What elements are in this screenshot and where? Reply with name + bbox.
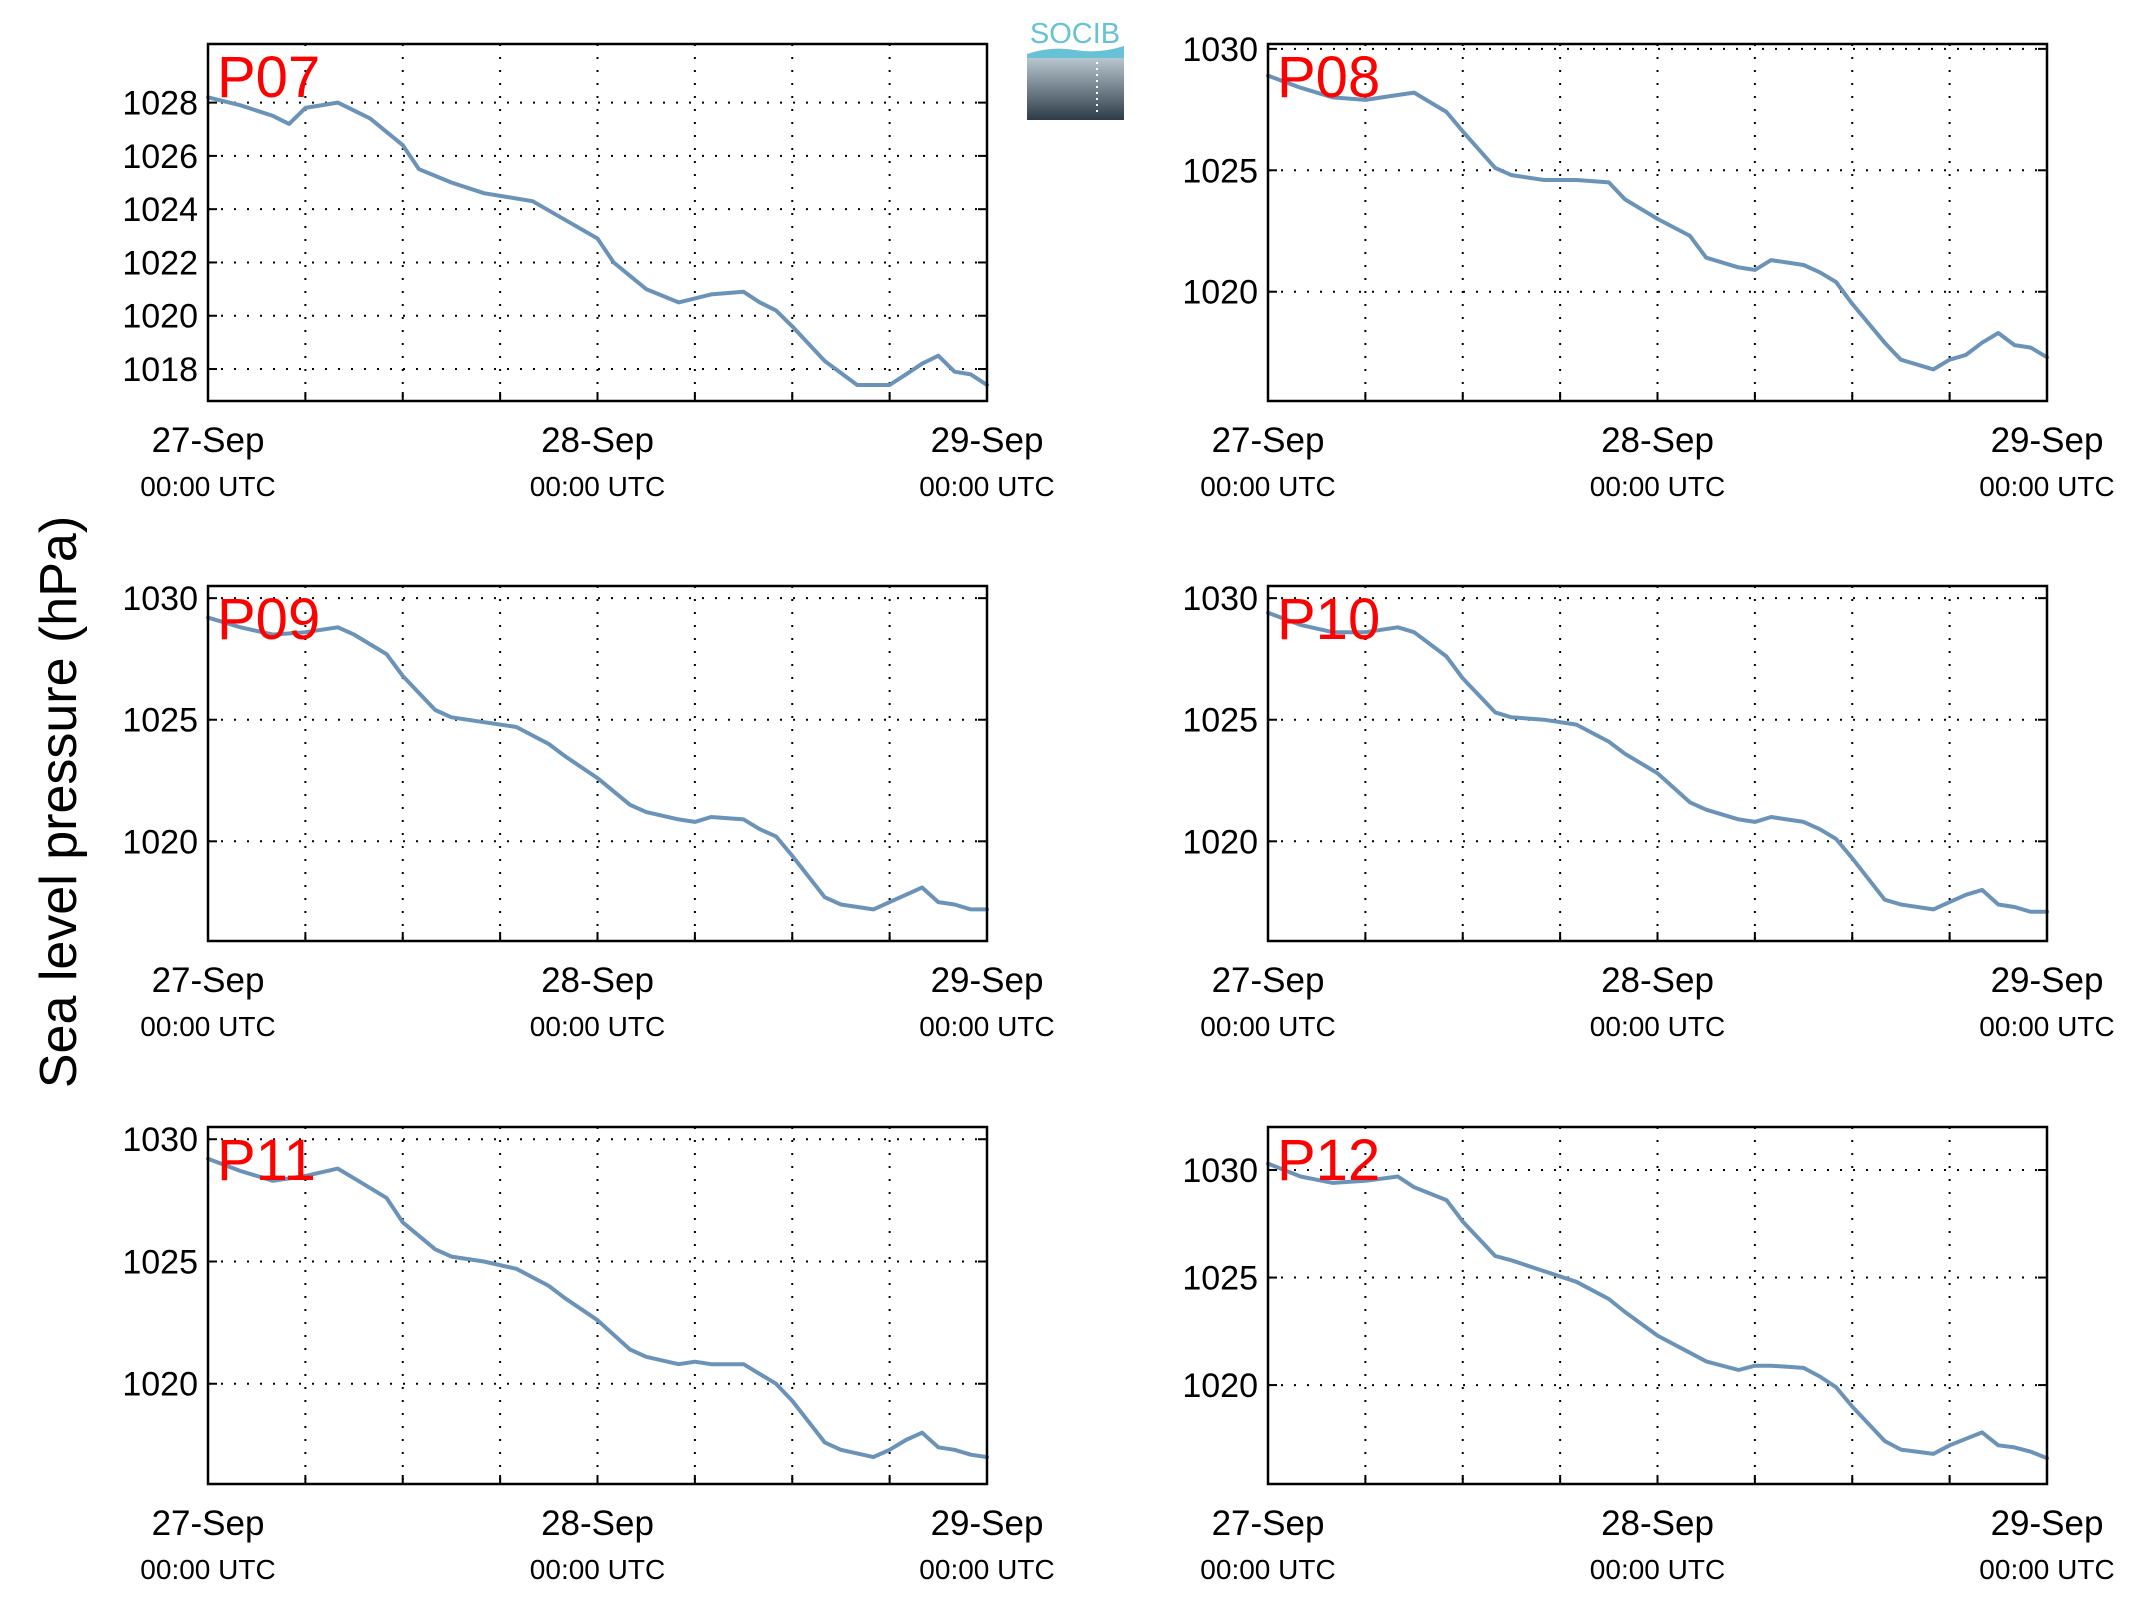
panel-p08: 1020 1025 1030 27-Sep 00:00 UTC 28-Sep 00:00 U… xyxy=(1182,31,2114,502)
x-tick-label-date: 27-Sep xyxy=(152,1504,265,1543)
y-tick-label: 1020 xyxy=(1182,274,1258,312)
series-line xyxy=(1266,610,2049,914)
x-tick-label-time: 00:00 UTC xyxy=(530,1554,665,1585)
x-tick-label-time: 00:00 UTC xyxy=(140,1011,275,1042)
panel-p12: 1020 1025 1030 27-Sep 00:00 UTC 28-Sep 00:00 U… xyxy=(1182,1125,2115,1585)
x-tick-label-time: 00:00 UTC xyxy=(1979,1554,2114,1585)
x-tick-label-time: 00:00 UTC xyxy=(1200,1554,1335,1585)
logo-wave xyxy=(1027,46,1124,58)
plot-frame xyxy=(206,1125,989,1486)
x-tick-label-date: 29-Sep xyxy=(1991,421,2104,460)
x-tick-label-date: 28-Sep xyxy=(1601,961,1714,1000)
panel-title: P12 xyxy=(1277,1128,1380,1193)
series-line xyxy=(1266,73,2049,372)
y-tick-label: 1030 xyxy=(122,580,198,618)
y-tick-label: 1026 xyxy=(122,138,198,176)
x-tick-label-date: 28-Sep xyxy=(541,961,654,1000)
x-tick-label-time: 00:00 UTC xyxy=(530,471,665,502)
y-tick-label: 1020 xyxy=(122,298,198,336)
x-tick-label-time: 00:00 UTC xyxy=(1979,471,2114,502)
plot-frame xyxy=(206,42,989,403)
x-tick-label-date: 29-Sep xyxy=(931,1504,1044,1543)
panel-p07: 1018 1020 1022 1024 1026 1028 27-Sep 00:00 UTC 2… xyxy=(122,42,1055,502)
x-tick-label-time: 00:00 UTC xyxy=(1979,1011,2114,1042)
x-tick-label-date: 27-Sep xyxy=(1212,1504,1325,1543)
socib-logo: SOCIB xyxy=(1027,18,1124,120)
plot-frame xyxy=(1266,1125,2049,1486)
panel-title: P10 xyxy=(1277,587,1380,652)
y-axis-label: Sea level pressure (hPa) xyxy=(30,516,88,1088)
x-tick-label-date: 28-Sep xyxy=(1601,421,1714,460)
x-tick-label-date: 27-Sep xyxy=(152,421,265,460)
y-tick-label: 1025 xyxy=(1182,152,1258,190)
y-tick-label: 1028 xyxy=(122,85,198,123)
x-tick-label-time: 00:00 UTC xyxy=(530,1011,665,1042)
panel-p10: 1020 1025 1030 27-Sep 00:00 UTC 28-Sep 00:00 U… xyxy=(1182,580,2114,1042)
panel-title: P09 xyxy=(217,587,320,652)
y-tick-label: 1020 xyxy=(1182,1367,1258,1405)
x-tick-label-time: 00:00 UTC xyxy=(1590,1011,1725,1042)
x-tick-label-time: 00:00 UTC xyxy=(919,471,1054,502)
plot-frame xyxy=(206,584,989,943)
panel-title: P08 xyxy=(1277,45,1380,110)
y-tick-label: 1030 xyxy=(122,1121,198,1159)
panel-p09: 1020 1025 1030 27-Sep 00:00 UTC 28-Sep 00:00 U… xyxy=(122,580,1054,1042)
x-tick-label-date: 28-Sep xyxy=(541,421,654,460)
y-tick-label: 1024 xyxy=(122,191,198,229)
x-tick-label-time: 00:00 UTC xyxy=(919,1011,1054,1042)
y-tick-label: 1020 xyxy=(122,823,198,861)
y-tick-label: 1018 xyxy=(122,351,198,389)
x-tick-label-date: 29-Sep xyxy=(931,421,1044,460)
x-tick-label-time: 00:00 UTC xyxy=(1200,1011,1335,1042)
series-line xyxy=(1266,1161,2049,1461)
y-tick-label: 1020 xyxy=(1182,823,1258,861)
panel-title: P11 xyxy=(217,1128,316,1193)
x-tick-label-time: 00:00 UTC xyxy=(919,1554,1054,1585)
series-line xyxy=(206,95,989,387)
y-tick-label: 1025 xyxy=(1182,702,1258,740)
y-tick-label: 1030 xyxy=(1182,580,1258,618)
y-tick-label: 1025 xyxy=(122,702,198,740)
x-tick-label-time: 00:00 UTC xyxy=(1590,471,1725,502)
x-tick-label-date: 29-Sep xyxy=(1991,961,2104,1000)
x-tick-label-date: 27-Sep xyxy=(1212,421,1325,460)
x-tick-label-time: 00:00 UTC xyxy=(140,1554,275,1585)
series-line xyxy=(206,1156,989,1460)
y-tick-label: 1025 xyxy=(1182,1260,1258,1298)
y-tick-label: 1030 xyxy=(1182,1152,1258,1190)
logo-text: SOCIB xyxy=(1030,18,1120,50)
y-tick-label: 1030 xyxy=(1182,31,1258,69)
logo-block xyxy=(1027,58,1124,120)
y-tick-label: 1020 xyxy=(122,1366,198,1404)
y-tick-label: 1022 xyxy=(122,244,198,282)
y-tick-label: 1025 xyxy=(122,1243,198,1281)
x-tick-label-time: 00:00 UTC xyxy=(140,471,275,502)
panel-p11: 1020 1025 1030 27-Sep 00:00 UTC 28-Sep 00:00 U… xyxy=(122,1121,1054,1585)
x-tick-label-date: 29-Sep xyxy=(931,961,1044,1000)
x-tick-label-date: 29-Sep xyxy=(1991,1504,2104,1543)
x-tick-label-date: 28-Sep xyxy=(1601,1504,1714,1543)
x-tick-label-date: 27-Sep xyxy=(1212,961,1325,1000)
series-line xyxy=(206,615,989,912)
plot-frame xyxy=(1266,584,2049,943)
x-tick-label-date: 28-Sep xyxy=(541,1504,654,1543)
panel-title: P07 xyxy=(217,45,320,110)
x-tick-label-time: 00:00 UTC xyxy=(1590,1554,1725,1585)
plot-frame xyxy=(1266,42,2049,403)
x-tick-label-time: 00:00 UTC xyxy=(1200,471,1335,502)
x-tick-label-date: 27-Sep xyxy=(152,961,265,1000)
